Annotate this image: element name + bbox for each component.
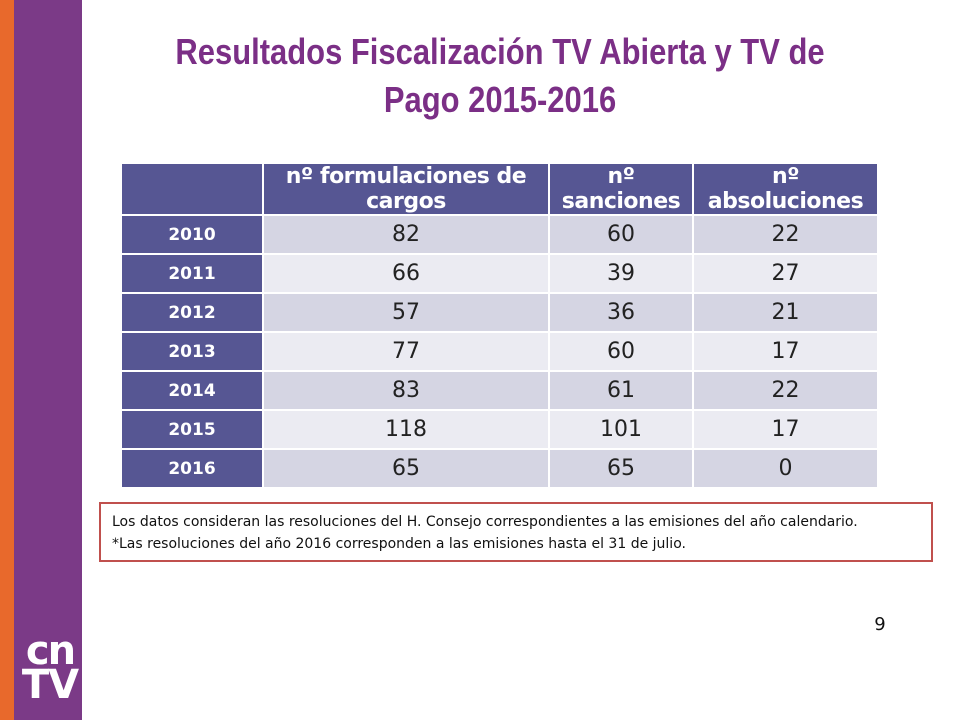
- table-header-row: nº formulaciones de cargos nº sanciones …: [120, 162, 879, 216]
- table-row: 2013 77 60 17: [120, 331, 879, 372]
- absoluciones-cell: 22: [692, 214, 879, 255]
- table-body: 2010 82 60 22 2011 66 39 27 2012 57 36 2…: [120, 214, 879, 489]
- sanciones-cell: 36: [548, 292, 694, 333]
- header-corner-cell: [120, 162, 264, 216]
- year-cell: 2015: [120, 409, 264, 450]
- header-sanciones: nº sanciones: [548, 162, 694, 216]
- sanciones-cell: 60: [548, 214, 694, 255]
- results-table: nº formulaciones de cargos nº sanciones …: [120, 162, 879, 489]
- formulaciones-cell: 82: [262, 214, 550, 255]
- absoluciones-cell: 17: [692, 331, 879, 372]
- formulaciones-cell: 83: [262, 370, 550, 411]
- table-header: nº formulaciones de cargos nº sanciones …: [120, 162, 879, 216]
- footnote-line-1: Los datos consideran las resoluciones de…: [112, 514, 858, 530]
- page-number: 9: [874, 614, 886, 635]
- table-row: 2014 83 61 22: [120, 370, 879, 411]
- absoluciones-cell: 27: [692, 253, 879, 294]
- table-row: 2011 66 39 27: [120, 253, 879, 294]
- formulaciones-cell: 65: [262, 448, 550, 489]
- logo-text-top: cn: [25, 628, 76, 674]
- year-cell: 2016: [120, 448, 264, 489]
- absoluciones-cell: 21: [692, 292, 879, 333]
- sanciones-cell: 61: [548, 370, 694, 411]
- table-row: 2010 82 60 22: [120, 214, 879, 255]
- sanciones-cell: 39: [548, 253, 694, 294]
- logo-text-bottom: TV: [21, 662, 79, 708]
- formulaciones-cell: 118: [262, 409, 550, 450]
- header-absoluciones: nº absoluciones: [692, 162, 879, 216]
- formulaciones-cell: 57: [262, 292, 550, 333]
- footnote-box: Los datos consideran las resoluciones de…: [99, 502, 933, 562]
- year-cell: 2014: [120, 370, 264, 411]
- absoluciones-cell: 17: [692, 409, 879, 450]
- table-row: 2016 65 65 0: [120, 448, 879, 489]
- table-row: 2012 57 36 21: [120, 292, 879, 333]
- formulaciones-cell: 66: [262, 253, 550, 294]
- year-cell: 2010: [120, 214, 264, 255]
- sanciones-cell: 60: [548, 331, 694, 372]
- year-cell: 2013: [120, 331, 264, 372]
- absoluciones-cell: 22: [692, 370, 879, 411]
- footnote-line-2: *Las resoluciones del año 2016 correspon…: [112, 536, 686, 552]
- sanciones-cell: 101: [548, 409, 694, 450]
- table-row: 2015 118 101 17: [120, 409, 879, 450]
- cntv-logo: cn TV: [20, 628, 80, 708]
- sanciones-cell: 65: [548, 448, 694, 489]
- purple-side-band: [14, 0, 82, 720]
- header-formulaciones: nº formulaciones de cargos: [262, 162, 550, 216]
- year-cell: 2012: [120, 292, 264, 333]
- year-cell: 2011: [120, 253, 264, 294]
- slide-title: Resultados Fiscalización TV Abierta y TV…: [175, 31, 825, 120]
- orange-side-stripe: [0, 0, 14, 720]
- absoluciones-cell: 0: [692, 448, 879, 489]
- formulaciones-cell: 77: [262, 331, 550, 372]
